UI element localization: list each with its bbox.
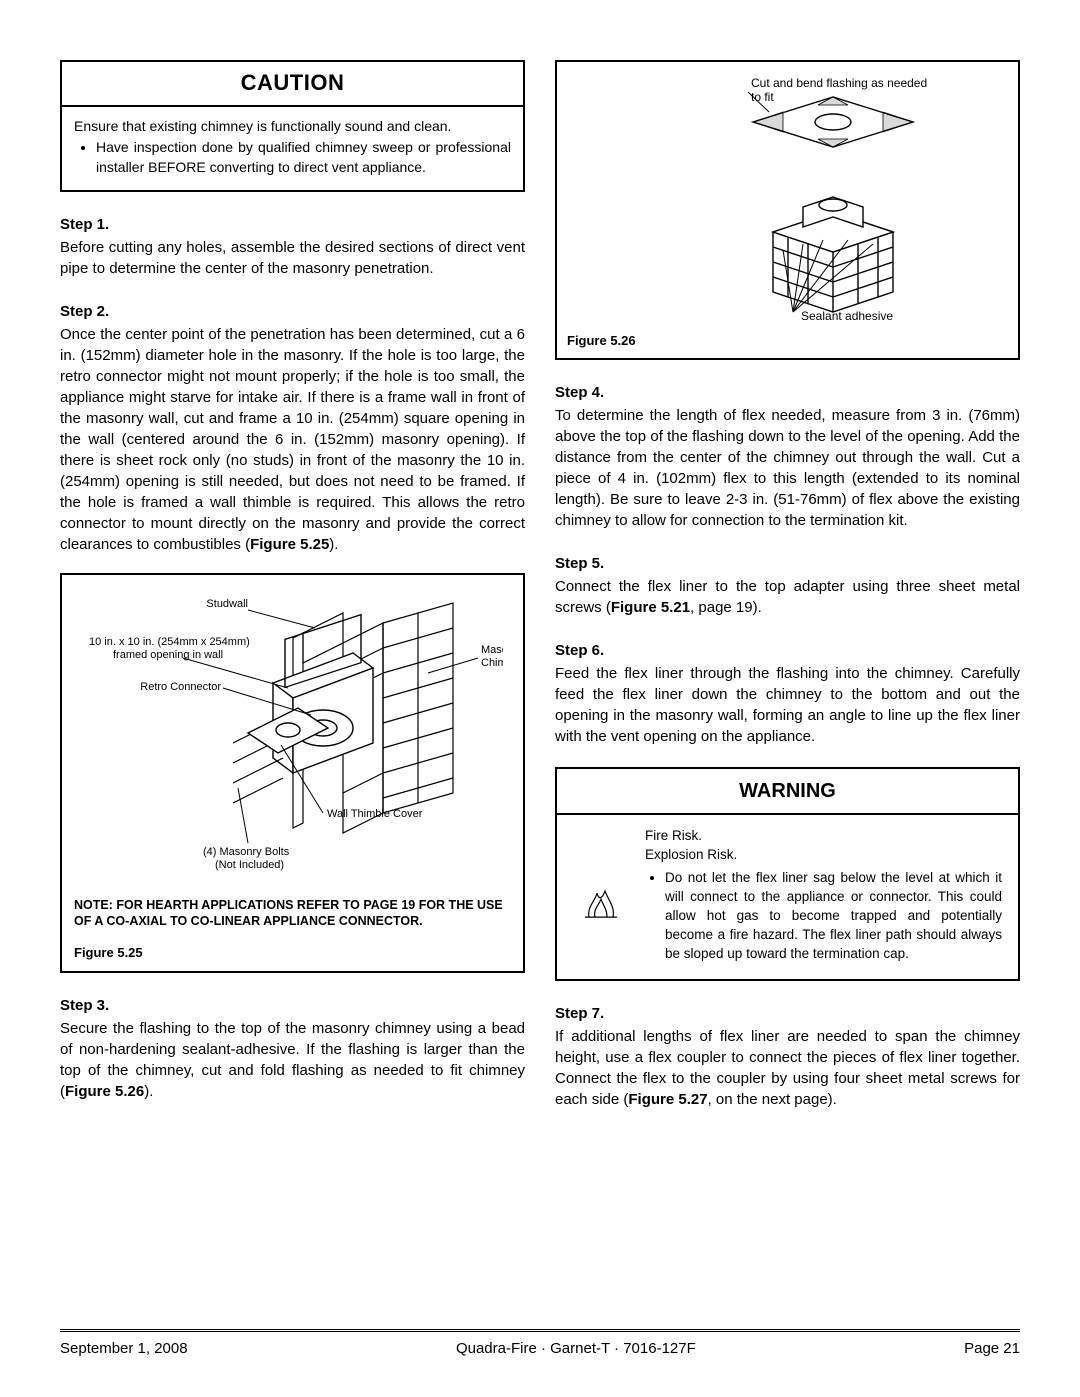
step1-title: Step 1.: [60, 214, 525, 235]
warning-fire: Fire Risk.: [645, 827, 1002, 846]
figure-525-diagram: Studwall 10 in. x 10 in. (254mm x 254mm)…: [83, 593, 503, 883]
lbl-studwall: Studwall: [206, 598, 248, 610]
step6-title: Step 6.: [555, 640, 1020, 661]
step5-text-b: , page 19).: [690, 599, 762, 616]
step2-text: Once the center point of the penetration…: [60, 324, 525, 555]
step2-text-a: Once the center point of the penetration…: [60, 326, 525, 553]
right-column: Cut and bend flashing as needed to fit: [555, 60, 1020, 1110]
step5-ref: Figure 5.21: [611, 599, 690, 616]
warning-box: WARNING Fire Risk. Explosion Risk. Do no…: [555, 767, 1020, 981]
figure-525-label: Figure 5.25: [74, 944, 511, 962]
lbl-opening-1: 10 in. x 10 in. (254mm x 254mm): [89, 636, 250, 648]
step7-title: Step 7.: [555, 1003, 1020, 1024]
warning-bullet: Do not let the flex liner sag below the …: [665, 869, 1002, 963]
figure-5-25: Studwall 10 in. x 10 in. (254mm x 254mm)…: [60, 573, 525, 973]
lbl-cut-1: Cut and bend flashing as needed: [751, 76, 927, 90]
footer-product: Quadra-Fire · Garnet-T · 7016-127F: [456, 1338, 696, 1359]
lbl-cut-2: to fit: [751, 90, 774, 104]
page-footer: September 1, 2008 Quadra-Fire · Garnet-T…: [60, 1329, 1020, 1359]
step3-title: Step 3.: [60, 995, 525, 1016]
step7-text-b: , on the next page).: [708, 1091, 837, 1108]
step5-text: Connect the flex liner to the top adapte…: [555, 576, 1020, 618]
warning-text: Fire Risk. Explosion Risk. Do not let th…: [645, 827, 1002, 963]
figure-526-label: Figure 5.26: [567, 332, 636, 350]
lbl-opening-2: framed opening in wall: [113, 649, 223, 661]
caution-title: CAUTION: [62, 62, 523, 107]
figure-5-26: Cut and bend flashing as needed to fit: [555, 60, 1020, 360]
step3-text-b: ).: [144, 1083, 153, 1100]
step2-title: Step 2.: [60, 301, 525, 322]
step1-text: Before cutting any holes, assemble the d…: [60, 237, 525, 279]
step3-ref: Figure 5.26: [65, 1083, 144, 1100]
step4-title: Step 4.: [555, 382, 1020, 403]
lbl-sealant: Sealant adhesive: [801, 309, 893, 323]
flame-icon: [573, 827, 629, 963]
caution-bullet: Have inspection done by qualified chimne…: [96, 138, 511, 177]
lbl-thimble: Wall Thimble Cover: [327, 808, 423, 820]
lbl-masonry-1: Masonry: [481, 644, 503, 656]
warning-title: WARNING: [557, 769, 1018, 815]
lbl-bolts-1: (4) Masonry Bolts: [203, 846, 290, 858]
step7-ref: Figure 5.27: [628, 1091, 707, 1108]
left-column: CAUTION Ensure that existing chimney is …: [60, 60, 525, 1110]
step6-text: Feed the flex liner through the flashing…: [555, 663, 1020, 747]
step4-text: To determine the length of flex needed, …: [555, 405, 1020, 531]
step3-text: Secure the flashing to the top of the ma…: [60, 1018, 525, 1102]
step2-ref: Figure 5.25: [250, 536, 329, 553]
caution-box: CAUTION Ensure that existing chimney is …: [60, 60, 525, 192]
caution-lead: Ensure that existing chimney is function…: [74, 117, 511, 137]
step7-text: If additional lengths of flex liner are …: [555, 1026, 1020, 1110]
lbl-masonry-2: Chimney: [481, 657, 503, 669]
figure-526-diagram: Cut and bend flashing as needed to fit: [573, 72, 1003, 332]
caution-body: Ensure that existing chimney is function…: [62, 107, 523, 190]
footer-page: Page 21: [964, 1338, 1020, 1359]
warning-explosion: Explosion Risk.: [645, 846, 1002, 865]
figure-525-note: NOTE: FOR HEARTH APPLICATIONS REFER TO P…: [74, 897, 511, 931]
step5-title: Step 5.: [555, 553, 1020, 574]
lbl-retro: Retro Connector: [140, 681, 221, 693]
lbl-bolts-2: (Not Included): [215, 859, 284, 871]
step2-text-b: ).: [329, 536, 338, 553]
footer-date: September 1, 2008: [60, 1338, 188, 1359]
